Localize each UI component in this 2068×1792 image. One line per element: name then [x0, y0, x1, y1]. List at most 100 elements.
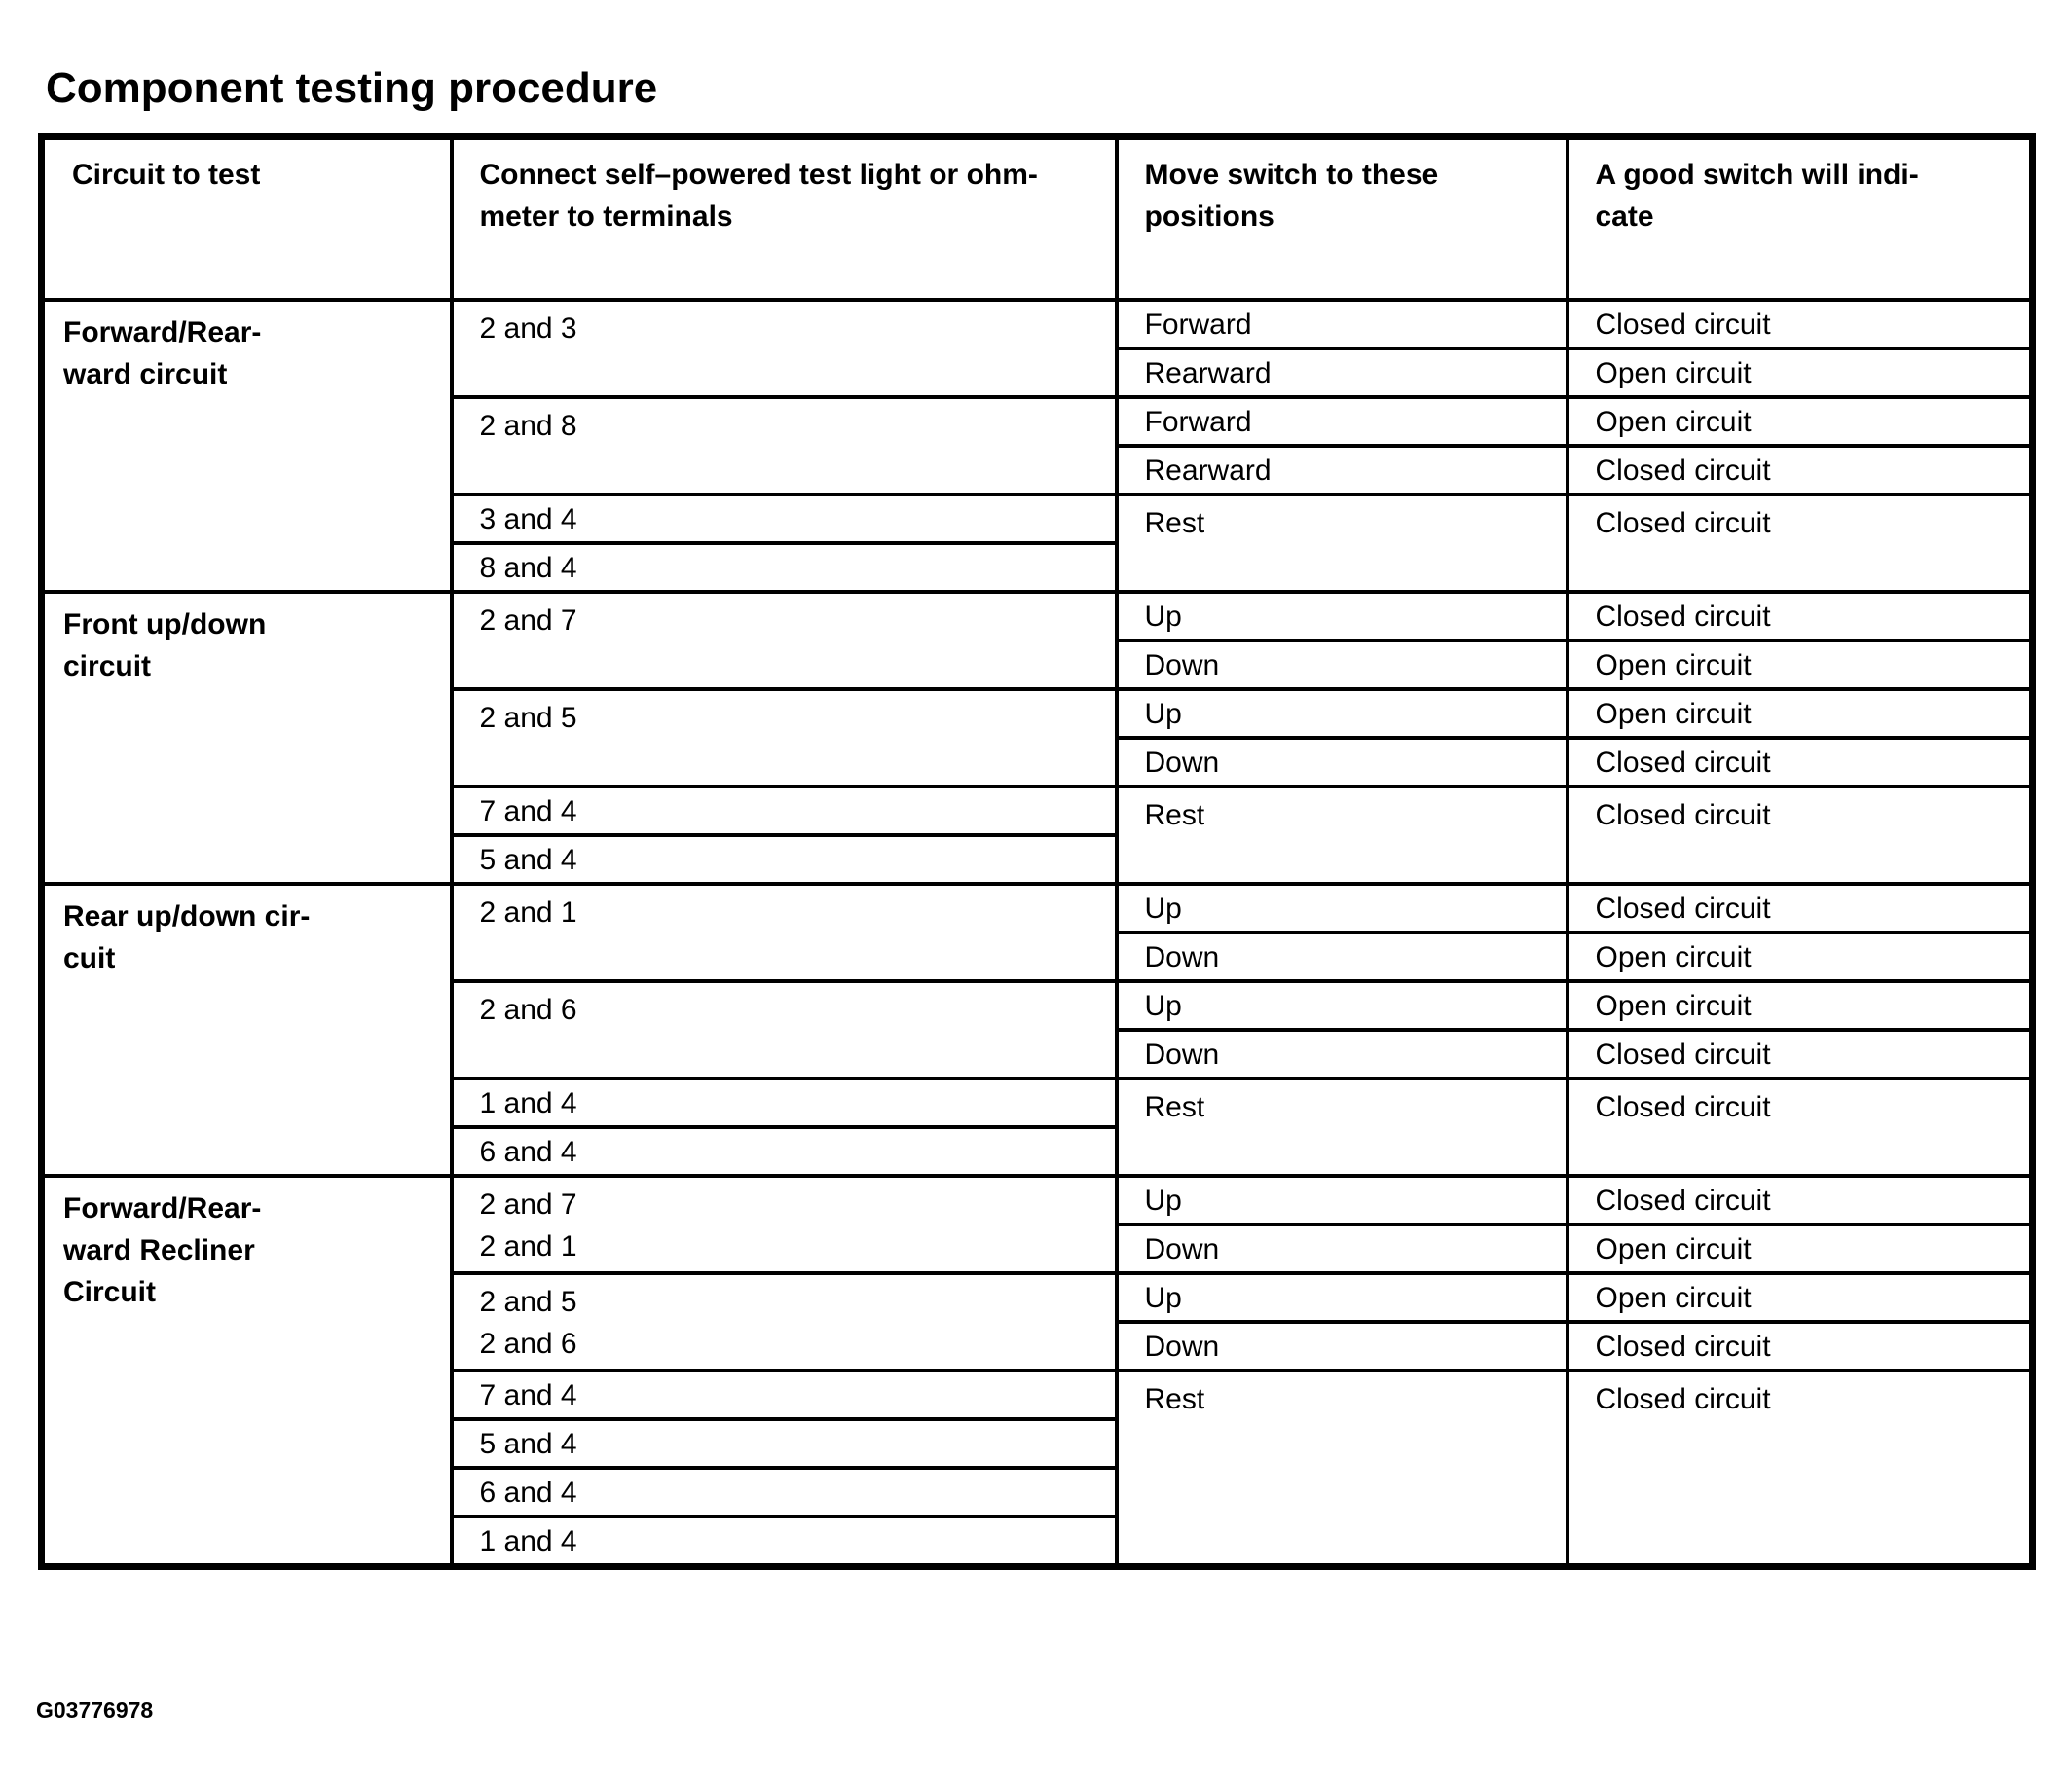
terminals-cell: 7 and 4: [449, 785, 1119, 837]
cell-text-line: Forward/Rear-: [63, 1192, 262, 1225]
cell-text-line: Move switch to these: [1144, 159, 1439, 191]
terminals-cell: 2 and 1: [449, 882, 1119, 983]
cell-text-line: 2 and 3: [479, 312, 577, 345]
position-cell: Down: [1114, 1320, 1569, 1372]
position-cell: Down: [1114, 736, 1569, 788]
table-row: 6 and 4: [42, 1125, 2033, 1178]
table-row: Down Open circuit: [42, 1223, 2035, 1275]
circuit-cell: Forward/Rear-ward circuit: [39, 298, 454, 594]
cell-text-line: 2 and 6: [479, 1328, 577, 1360]
cell-text-line: 2 and 6: [479, 994, 577, 1026]
component-testing-table: Circuit to test Connect self–powered test…: [38, 133, 2036, 1570]
table-row: Forward/Rear-ward circuit 2 and 3 Forward C…: [39, 298, 2035, 594]
terminals-cell: 2 and 5 2 and 6: [449, 1271, 1119, 1372]
position-cell: Rest: [1114, 785, 1569, 886]
table-row: 3 and 4 Rest Closed circuit: [42, 493, 2035, 594]
result-cell: Closed circuit: [1565, 882, 2035, 934]
position-cell: Down: [1114, 639, 1569, 691]
table-row: 6 and 4: [42, 1466, 2033, 1518]
result-cell: Open circuit: [1565, 931, 2035, 983]
position-cell: Rest: [1114, 1077, 1569, 1178]
result-cell: Closed circuit: [1565, 444, 2035, 496]
cell-text-line: 2 and 8: [479, 410, 577, 442]
table-row: 5 and 4: [42, 833, 2033, 886]
result-cell: Open circuit: [1565, 1223, 2035, 1275]
terminals-cell: 6 and 4: [449, 1466, 1119, 1518]
result-cell: Closed circuit: [1565, 1320, 2035, 1372]
header-indication: A good switch will indi-cate: [1565, 134, 2035, 302]
result-cell: Open circuit: [1565, 395, 2035, 448]
terminals-cell: 2 and 5: [449, 687, 1119, 788]
header-positions: Move switch to these positions: [1114, 134, 1569, 302]
table-row: Down Open circuit: [42, 931, 2035, 983]
cell-text-line: ward Recliner: [63, 1234, 255, 1266]
position-cell: Rest: [1114, 493, 1569, 594]
terminals-cell: 2 and 8: [449, 395, 1119, 496]
result-cell: Open circuit: [1565, 687, 2035, 740]
table-row: 2 and 8 Forward Open circuit: [42, 395, 2035, 496]
table-row: 2 and 5 2 and 6 Up Open circuit: [42, 1271, 2035, 1372]
figure-id: G03776978: [36, 1698, 154, 1723]
terminals-cell: 1 and 4: [449, 1077, 1119, 1129]
table-row: 1 and 4 Rest Closed circuit: [42, 1077, 2035, 1178]
terminals-cell: 2 and 7 2 and 1: [449, 1174, 1119, 1275]
cell-text-line: circuit: [63, 650, 152, 682]
cell-text-line: Circuit to test: [72, 159, 261, 191]
result-cell: Closed circuit: [1565, 298, 2035, 350]
position-cell: Down: [1114, 931, 1569, 983]
cell-text-line: Connect self–powered test light or ohm-: [479, 159, 1038, 191]
result-cell: Closed circuit: [1565, 1028, 2035, 1080]
table-row: Down Closed circuit: [42, 1028, 2035, 1080]
terminals-cell: 1 and 4: [449, 1515, 1119, 1569]
cell-text-line: 2 and 1: [479, 896, 577, 929]
position-cell: Up: [1114, 1174, 1569, 1226]
position-cell: Rest: [1114, 1369, 1569, 1569]
position-cell: Forward: [1114, 298, 1569, 350]
cell-text-line: 2 and 7: [479, 1189, 577, 1221]
position-cell: Up: [1114, 882, 1569, 934]
position-cell: Down: [1114, 1223, 1569, 1275]
position-cell: Up: [1114, 687, 1569, 740]
result-cell: Closed circuit: [1565, 1077, 2035, 1178]
cell-text-line: 2 and 5: [479, 702, 577, 734]
circuit-cell: Front up/down circuit: [39, 590, 454, 886]
terminals-cell: 2 and 7: [449, 590, 1119, 691]
position-cell: Rearward: [1114, 347, 1569, 399]
table-row: Rearward Open circuit: [42, 347, 2035, 399]
position-cell: Forward: [1114, 395, 1569, 448]
table-row: Front up/down circuit 2 and 7 Up Closed circ…: [39, 590, 2035, 886]
position-cell: Down: [1114, 1028, 1569, 1080]
terminals-cell: 5 and 4: [449, 1417, 1119, 1470]
table-row: Forward/Rear-ward Recliner Circuit 2 and 7…: [39, 1174, 2035, 1569]
table-row: Down Closed circuit: [42, 736, 2035, 788]
table-row: Rearward Closed circuit: [42, 444, 2035, 496]
circuit-cell: Rear up/down cir-cuit: [39, 882, 454, 1178]
cell-text-line: Circuit: [63, 1276, 157, 1308]
terminals-cell: 6 and 4: [449, 1125, 1119, 1178]
table-header-row: Circuit to test Connect self–powered test…: [39, 134, 2035, 302]
result-cell: Open circuit: [1565, 1271, 2035, 1324]
table-row: 7 and 4 Rest Closed circuit: [42, 1369, 2035, 1569]
header-circuit: Circuit to test: [39, 134, 454, 302]
result-cell: Closed circuit: [1565, 736, 2035, 788]
table-row: 8 and 4: [42, 541, 2033, 594]
terminals-cell: 2 and 3: [449, 298, 1119, 399]
result-cell: Open circuit: [1565, 347, 2035, 399]
result-cell: Open circuit: [1565, 639, 2035, 691]
cell-text-line: ward circuit: [63, 358, 228, 390]
table-row: Rear up/down cir-cuit 2 and 1 Up Closed cir…: [39, 882, 2035, 1178]
circuit-cell: Forward/Rear-ward Recliner Circuit: [39, 1174, 454, 1569]
position-cell: Up: [1114, 590, 1569, 642]
page-title: Component testing procedure: [46, 64, 658, 112]
terminals-cell: 8 and 4: [449, 541, 1119, 594]
table-row: 1 and 4: [42, 1515, 2033, 1569]
position-cell: Up: [1114, 979, 1569, 1032]
terminals-cell: 2 and 6: [449, 979, 1119, 1080]
table-row: Down Open circuit: [42, 639, 2035, 691]
result-cell: Open circuit: [1565, 979, 2035, 1032]
result-cell: Closed circuit: [1565, 493, 2035, 594]
position-cell: Up: [1114, 1271, 1569, 1324]
terminals-cell: 7 and 4: [449, 1369, 1119, 1421]
header-terminals: Connect self–powered test light or ohm-m…: [449, 134, 1119, 302]
cell-text-line: cate: [1595, 201, 1654, 233]
